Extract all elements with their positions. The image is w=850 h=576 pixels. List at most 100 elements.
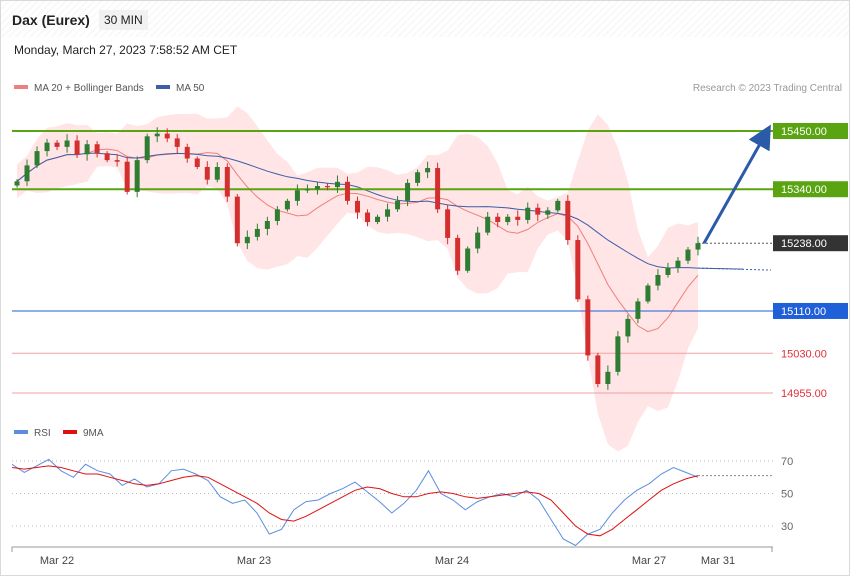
candle-body — [204, 166, 210, 180]
candle-body — [465, 248, 471, 271]
candle-body — [665, 267, 671, 275]
ma20-legend-swatch — [14, 85, 28, 89]
candle-body — [545, 210, 551, 215]
candle-body — [395, 200, 401, 210]
ma50-legend-label: MA 50 — [176, 83, 205, 94]
candle-body — [114, 160, 120, 162]
candle-body — [625, 318, 631, 337]
candle-body — [74, 140, 80, 155]
candle-body — [685, 249, 691, 261]
candle-body — [104, 153, 110, 161]
rsi-tick-label: 50 — [781, 489, 793, 501]
candle-body — [365, 212, 371, 223]
copyright-text: Research © 2023 Trading Central — [693, 83, 842, 94]
candle-body — [495, 216, 501, 223]
candle-body — [635, 301, 641, 319]
candle-body — [445, 209, 451, 238]
candle-body — [124, 161, 130, 192]
bollinger-band-area — [17, 106, 698, 452]
candle-body — [224, 166, 230, 197]
candle-body — [585, 299, 591, 356]
x-tick-label: Mar 22 — [40, 555, 74, 567]
candle-body — [455, 237, 461, 271]
candle-body — [695, 243, 701, 250]
candle-body — [244, 236, 250, 244]
timestamp: Monday, March 27, 2023 7:58:52 AM CET — [14, 43, 238, 57]
candle-body — [34, 151, 40, 166]
candle-body — [264, 220, 270, 229]
rsi-ma-line — [11, 465, 699, 537]
candle-body — [334, 181, 340, 188]
candle-body — [375, 216, 381, 223]
candle-body — [615, 336, 621, 372]
instrument-title: Dax (Eurex) — [12, 12, 90, 28]
x-tick-label: Mar 23 — [237, 555, 271, 567]
resistance-label: 15450.00 — [781, 126, 827, 138]
pivot-label-bg — [773, 302, 848, 319]
candle-body — [44, 142, 50, 152]
rsi-tick-label: 70 — [781, 456, 793, 468]
bollinger-band — [17, 106, 698, 452]
rsi-ma-legend-swatch — [63, 430, 77, 434]
candle-body — [64, 140, 70, 147]
ma20-legend-label: MA 20 + Bollinger Bands — [34, 83, 144, 94]
rsi-ma-legend-label: 9MA — [83, 428, 104, 439]
candle-body — [595, 355, 601, 385]
candle-body — [24, 165, 30, 182]
candle-body — [385, 209, 391, 217]
forecast-arrow-line — [702, 124, 771, 244]
candle-body — [284, 200, 290, 210]
ma50-legend-swatch — [156, 85, 170, 89]
candle-body — [214, 166, 220, 180]
candle-body — [515, 216, 521, 220]
candle-body — [675, 260, 681, 268]
candle-body — [294, 190, 300, 201]
candle-body — [304, 189, 310, 191]
rsi-line — [11, 458, 699, 547]
resistance-label-bg — [773, 123, 848, 139]
last-price-label-bg — [773, 235, 848, 252]
interval-badge[interactable]: 30 MIN — [99, 10, 148, 30]
pivot-label: 15110.00 — [781, 306, 826, 318]
rsi-legend-label: RSI — [34, 428, 51, 439]
candle-body — [54, 142, 60, 147]
candle-body — [84, 144, 90, 155]
resistance-label-bg — [773, 181, 848, 198]
candle-body — [234, 196, 240, 244]
candle-body — [355, 200, 360, 213]
rsi-tick-label: 30 — [781, 521, 793, 533]
price-levels: 15450.00 15340.00 15238.00 15110.00 15030.00… — [12, 123, 848, 400]
candle-body — [144, 136, 150, 161]
forecast-arrow — [702, 124, 771, 244]
x-tick-label: Mar 24 — [435, 555, 469, 567]
candle-body — [535, 207, 541, 215]
candle-body — [324, 186, 330, 188]
candle-body — [405, 182, 411, 201]
candle-body — [254, 228, 260, 237]
candle-body — [314, 186, 320, 190]
candle-body — [94, 144, 100, 154]
support-label: 15030.00 — [781, 348, 827, 360]
candle-body — [485, 216, 491, 233]
candle-body — [565, 200, 571, 241]
candle-body — [425, 168, 431, 173]
candle-body — [14, 181, 20, 186]
ma50-projection — [697, 267, 772, 271]
candle-body — [164, 133, 170, 139]
candle-body — [505, 216, 511, 223]
support-label: 14955.00 — [781, 388, 827, 400]
candle-body — [154, 133, 160, 137]
x-tick-label: Mar 27 — [632, 555, 666, 567]
x-tick-label: Mar 31 — [701, 555, 735, 567]
candle-body — [655, 274, 661, 286]
resistance-label: 15340.00 — [781, 184, 827, 196]
candle-body — [184, 146, 190, 159]
candle-body — [645, 285, 651, 302]
candle-body — [274, 209, 280, 221]
candle-body — [194, 158, 200, 167]
candle-body — [575, 240, 581, 300]
candle-body — [475, 232, 481, 249]
candle-body — [435, 168, 441, 210]
